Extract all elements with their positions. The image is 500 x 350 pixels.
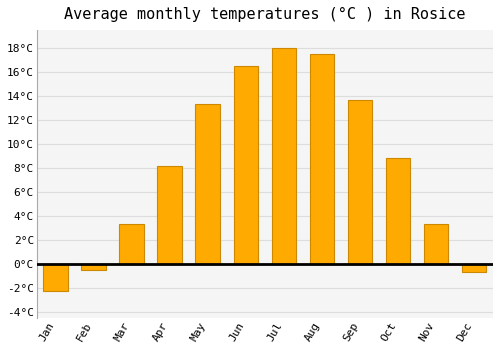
Bar	[348, 100, 372, 264]
Bar	[158, 166, 182, 264]
Bar	[234, 66, 258, 264]
Bar	[272, 48, 296, 264]
Bar	[310, 54, 334, 264]
Bar	[462, 264, 486, 272]
Bar	[196, 104, 220, 264]
Bar	[82, 264, 106, 270]
Bar	[120, 224, 144, 264]
Bar	[386, 158, 410, 264]
Bar	[44, 264, 68, 291]
Title: Average monthly temperatures (°C ) in Rosice: Average monthly temperatures (°C ) in Ro…	[64, 7, 466, 22]
Bar	[424, 224, 448, 264]
